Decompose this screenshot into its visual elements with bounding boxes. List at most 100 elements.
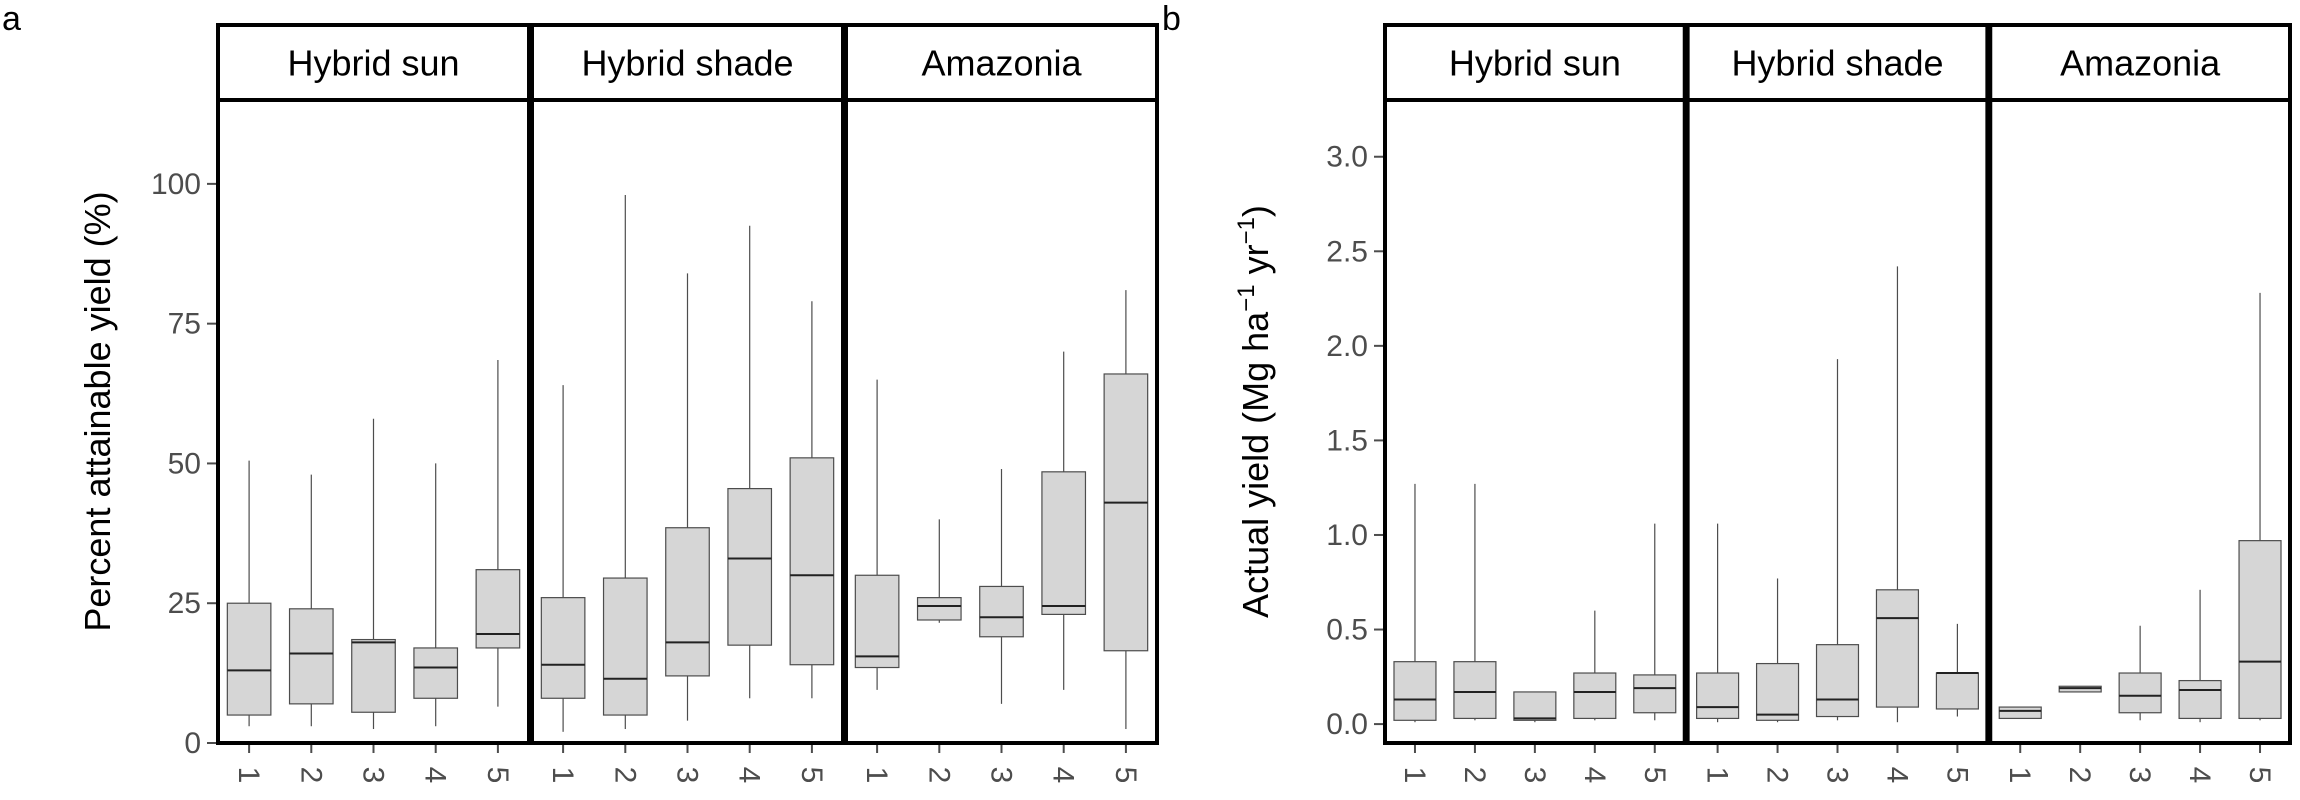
x-tick-label: 2 — [608, 767, 641, 784]
panel-letter: b — [1162, 0, 1181, 38]
box-2 — [2058, 685, 2102, 693]
x-tick-label: 1 — [232, 767, 265, 784]
y-axis-label: Percent attainable yield (%) — [77, 191, 118, 631]
box-1 — [854, 379, 900, 690]
x-tick-label: 3 — [2123, 767, 2156, 784]
box-iqr — [1573, 672, 1617, 720]
x-tick-label: 1 — [2003, 767, 2036, 784]
x-tick-label: 5 — [481, 767, 514, 784]
y-axis-label-part: Actual yield (Mg ha — [1235, 311, 1276, 618]
x-tick-label: 2 — [1761, 767, 1794, 784]
x-tick-label: 5 — [2243, 767, 2276, 784]
facet-frame — [530, 98, 845, 745]
facet-frame — [844, 98, 1159, 745]
y-tick-label: 2.5 — [1326, 235, 1368, 268]
facet-strip-label: Hybrid sun — [1449, 43, 1621, 84]
box-1 — [1998, 706, 2042, 720]
box-4 — [1573, 610, 1617, 721]
y-tick-label: 1.5 — [1326, 424, 1368, 457]
x-tick-label: 1 — [1398, 767, 1431, 784]
x-tick-label: 1 — [546, 767, 579, 784]
box-4 — [413, 463, 459, 727]
x-tick-label: 1 — [1701, 767, 1734, 784]
y-tick-label: 50 — [168, 447, 201, 480]
box-3 — [1513, 691, 1557, 723]
box-iqr — [288, 608, 334, 705]
x-tick-label: 2 — [922, 767, 955, 784]
y-tick-label: 0.5 — [1326, 614, 1368, 647]
facet-amazonia: Amazonia 1 2 3 4 5 — [844, 23, 1159, 784]
box-iqr — [1103, 373, 1149, 652]
box-4 — [727, 225, 773, 699]
box-3 — [665, 273, 710, 721]
y-tick-label: 100 — [151, 168, 201, 201]
box-2 — [916, 519, 962, 623]
y-tick-label: 0.0 — [1326, 708, 1368, 741]
box-iqr — [665, 527, 710, 677]
box-iqr — [1393, 661, 1437, 721]
box-iqr — [602, 577, 648, 716]
box-iqr — [413, 647, 459, 699]
facet-strip-label: Hybrid sun — [287, 43, 459, 84]
facet-strip-label: Amazonia — [921, 43, 1082, 84]
box-5 — [1633, 523, 1677, 721]
facet-frame — [1383, 98, 1687, 745]
y-axis-label-part: yr — [1235, 244, 1276, 284]
facet-amazonia: Amazonia 1 2 3 4 5 — [1988, 23, 2292, 784]
x-tick-label: 4 — [733, 767, 766, 784]
facet-strip-label: Amazonia — [2060, 43, 2221, 84]
box-iqr — [1513, 691, 1557, 721]
x-tick-label: 3 — [1518, 767, 1551, 784]
facet-strip — [1685, 23, 1990, 102]
x-tick-label: 5 — [1638, 767, 1671, 784]
facet-frame — [1685, 98, 1990, 745]
box-iqr — [2118, 672, 2162, 714]
y-tick-label: 3.0 — [1326, 141, 1368, 174]
facet-hybrid-shade: Hybrid shade 1 2 3 4 5 — [1685, 23, 1990, 784]
box-iqr — [1453, 661, 1497, 720]
box-2 — [288, 474, 334, 727]
y-tick-label: 0 — [184, 727, 201, 760]
box-1 — [1393, 483, 1437, 723]
box-iqr — [916, 597, 962, 621]
box-iqr — [1998, 706, 2042, 720]
box-iqr — [1633, 674, 1677, 714]
box-iqr — [540, 597, 586, 699]
y-tick-label: 75 — [168, 308, 201, 341]
box-4 — [2178, 589, 2222, 723]
box-4 — [1875, 266, 1920, 723]
box-iqr — [2178, 679, 2222, 720]
box-iqr — [1696, 672, 1740, 720]
box-iqr — [1935, 672, 1979, 710]
box-5 — [789, 301, 835, 699]
box-iqr — [979, 585, 1024, 638]
facet-strip-label: Hybrid shade — [1731, 43, 1943, 84]
x-tick-label: 4 — [1047, 767, 1080, 784]
box-iqr — [1875, 589, 1920, 708]
facet-hybrid-sun: Hybrid sun 1 2 3 4 5 — [216, 23, 531, 784]
y-axis-label: Actual yield (Mg ha−1 yr−1) — [1233, 205, 1276, 618]
x-tick-label: 2 — [2063, 767, 2096, 784]
facet-frame — [216, 98, 531, 745]
x-tick-label: 3 — [671, 767, 704, 784]
box-3 — [351, 418, 396, 730]
facet-strip — [1383, 23, 1687, 102]
facet-strip — [216, 23, 531, 102]
x-tick-label: 3 — [357, 767, 390, 784]
box-iqr — [2238, 540, 2282, 720]
box-2 — [1755, 578, 1800, 723]
facet-strip — [844, 23, 1159, 102]
x-tick-label: 3 — [1821, 767, 1854, 784]
x-tick-label: 2 — [1458, 767, 1491, 784]
box-iqr — [351, 638, 396, 713]
box-5 — [1103, 290, 1149, 730]
box-3 — [1815, 359, 1860, 721]
y-tick-label: 1.0 — [1326, 519, 1368, 552]
box-iqr — [226, 602, 272, 716]
box-1 — [226, 460, 272, 727]
y-tick-label: 2.0 — [1326, 330, 1368, 363]
box-2 — [1453, 483, 1497, 721]
facet-strip-label: Hybrid shade — [581, 43, 793, 84]
box-3 — [2118, 625, 2162, 721]
